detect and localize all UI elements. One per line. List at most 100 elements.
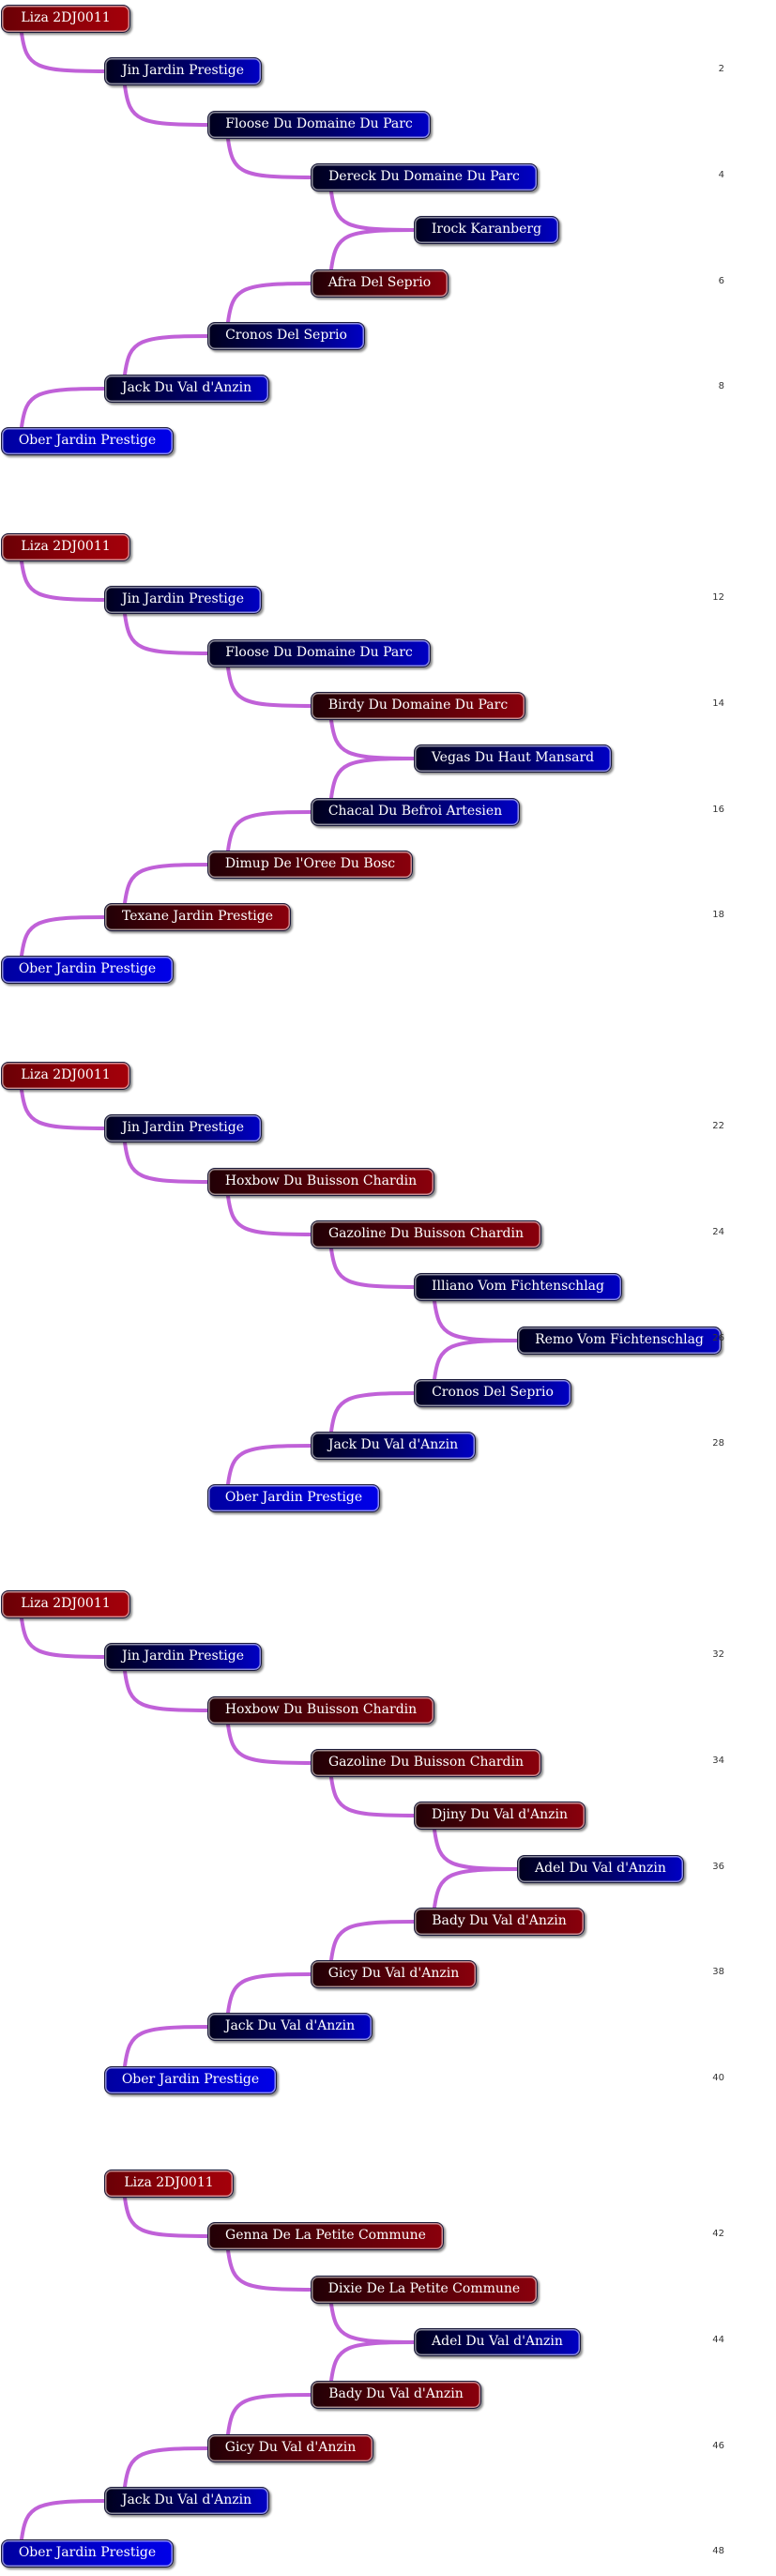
pedigree-node[interactable]: Jin Jardin Prestige xyxy=(104,1114,262,1142)
pedigree-node[interactable]: Jack Du Val d'Anzin xyxy=(207,2013,373,2041)
pedigree-link xyxy=(329,1775,418,1817)
pedigree-node[interactable]: Liza 2DJ0011 xyxy=(1,1590,130,1618)
pedigree-node[interactable]: Djiny Du Val d'Anzin xyxy=(414,1802,586,1830)
pedigree-link xyxy=(226,137,314,179)
pedigree-node[interactable]: Liza 2DJ0011 xyxy=(104,2170,234,2198)
pedigree-node[interactable]: Ober Jardin Prestige xyxy=(1,2539,174,2568)
pedigree-node[interactable]: Birdy Du Domaine Du Parc xyxy=(311,692,525,720)
generation-number: 42 xyxy=(712,2229,724,2239)
pedigree-node[interactable]: Irock Karanberg xyxy=(414,216,559,244)
pedigree-link xyxy=(20,387,108,429)
generation-number: 12 xyxy=(712,592,724,603)
pedigree-link xyxy=(329,2340,418,2383)
pedigree-link xyxy=(123,2025,211,2068)
generation-number: 40 xyxy=(712,2073,724,2083)
pedigree-link xyxy=(433,1828,521,1871)
pedigree-node[interactable]: Floose Du Domaine Du Parc xyxy=(207,639,431,667)
pedigree-node[interactable]: Gicy Du Val d'Anzin xyxy=(207,2434,373,2462)
pedigree-node[interactable]: Texane Jardin Prestige xyxy=(104,903,291,931)
pedigree-node[interactable]: Liza 2DJ0011 xyxy=(1,5,130,33)
pedigree-node[interactable]: Gicy Du Val d'Anzin xyxy=(311,1960,477,1988)
pedigree-link xyxy=(226,1972,314,2015)
pedigree-link xyxy=(20,1617,108,1659)
pedigree-node[interactable]: Ober Jardin Prestige xyxy=(104,2066,277,2094)
pedigree-node[interactable]: Cronos Del Seprio xyxy=(414,1379,571,1407)
generation-number: 44 xyxy=(712,2335,724,2345)
pedigree-link xyxy=(226,2248,314,2292)
pedigree-link xyxy=(329,1391,418,1434)
generation-number: 4 xyxy=(718,170,724,180)
pedigree-link xyxy=(226,1723,314,1765)
pedigree-link xyxy=(123,612,211,655)
pedigree-link xyxy=(123,1669,211,1712)
generation-number: 2 xyxy=(718,64,724,74)
pedigree-link xyxy=(226,282,314,324)
generation-number: 6 xyxy=(718,276,724,286)
pedigree-node[interactable]: Bady Du Val d'Anzin xyxy=(311,2381,481,2409)
pedigree-node[interactable]: Jack Du Val d'Anzin xyxy=(104,375,269,403)
generation-number: 22 xyxy=(712,1121,724,1131)
generation-number: 16 xyxy=(712,805,724,815)
pedigree-node[interactable]: Jack Du Val d'Anzin xyxy=(104,2487,269,2515)
pedigree-link xyxy=(123,2196,211,2238)
generation-number: 8 xyxy=(718,381,724,391)
pedigree-node[interactable]: Liza 2DJ0011 xyxy=(1,533,130,561)
pedigree-node[interactable]: Liza 2DJ0011 xyxy=(1,1062,130,1090)
pedigree-link xyxy=(226,1444,314,1486)
pedigree-node[interactable]: Ober Jardin Prestige xyxy=(1,956,174,984)
generation-number: 38 xyxy=(712,1967,724,1977)
pedigree-node[interactable]: Gazoline Du Buisson Chardin xyxy=(311,1749,541,1777)
generation-number: 14 xyxy=(712,698,724,709)
generation-number: 24 xyxy=(712,1227,724,1237)
pedigree-node[interactable]: Ober Jardin Prestige xyxy=(1,427,174,455)
pedigree-node[interactable]: Dimup De l'Oree Du Bosc xyxy=(207,851,413,879)
pedigree-node[interactable]: Gazoline Du Buisson Chardin xyxy=(311,1220,541,1249)
pedigree-node[interactable]: Cronos Del Seprio xyxy=(207,322,365,350)
generation-number: 36 xyxy=(712,1862,724,1872)
pedigree-link xyxy=(226,2393,314,2436)
pedigree-node[interactable]: Adel Du Val d'Anzin xyxy=(414,2328,581,2356)
generation-number: 28 xyxy=(712,1438,724,1449)
pedigree-node[interactable]: Dixie De La Petite Commune xyxy=(311,2276,538,2304)
pedigree-node[interactable]: Jack Du Val d'Anzin xyxy=(311,1432,476,1460)
pedigree-node[interactable]: Hoxbow Du Buisson Chardin xyxy=(207,1696,434,1725)
generation-number: 32 xyxy=(712,1649,724,1660)
pedigree-node[interactable]: Bady Du Val d'Anzin xyxy=(414,1908,585,1936)
pedigree-link xyxy=(329,2302,418,2344)
pedigree-link xyxy=(123,334,211,376)
generation-number: 18 xyxy=(712,910,724,920)
pedigree-node[interactable]: Jin Jardin Prestige xyxy=(104,57,262,85)
generation-number: 26 xyxy=(712,1333,724,1343)
pedigree-node[interactable]: Floose Du Domaine Du Parc xyxy=(207,111,431,139)
pedigree-link xyxy=(20,1088,108,1130)
pedigree-link xyxy=(329,190,418,232)
pedigree-link xyxy=(433,1339,521,1381)
generation-number: 48 xyxy=(712,2546,724,2556)
pedigree-link xyxy=(123,84,211,127)
pedigree-link xyxy=(123,2446,211,2489)
pedigree-node[interactable]: Jin Jardin Prestige xyxy=(104,586,262,614)
pedigree-node[interactable]: Hoxbow Du Buisson Chardin xyxy=(207,1168,434,1196)
pedigree-node[interactable]: Remo Vom Fichtenschlag xyxy=(517,1326,722,1355)
pedigree-node[interactable]: Chacal Du Befroi Artesien xyxy=(311,798,520,826)
pedigree-link xyxy=(123,1141,211,1184)
pedigree-node[interactable]: Genna De La Petite Commune xyxy=(207,2222,444,2250)
pedigree-link xyxy=(20,560,108,602)
pedigree-node[interactable]: Vegas Du Haut Mansard xyxy=(414,744,612,773)
pedigree-link xyxy=(433,1299,521,1342)
pedigree-node[interactable]: Ober Jardin Prestige xyxy=(207,1484,380,1512)
generation-number: 46 xyxy=(712,2441,724,2451)
pedigree-link xyxy=(20,31,108,73)
pedigree-link xyxy=(226,810,314,852)
pedigree-link xyxy=(226,666,314,708)
pedigree-node[interactable]: Dereck Du Domaine Du Parc xyxy=(311,163,538,192)
pedigree-node[interactable]: Jin Jardin Prestige xyxy=(104,1643,262,1671)
pedigree-link xyxy=(329,1247,418,1289)
pedigree-node[interactable]: Afra Del Seprio xyxy=(311,269,449,298)
pedigree-link xyxy=(329,718,418,760)
pedigree-link xyxy=(329,228,418,271)
pedigree-node[interactable]: Illiano Vom Fichtenschlag xyxy=(414,1273,622,1301)
pedigree-node[interactable]: Adel Du Val d'Anzin xyxy=(517,1855,684,1883)
